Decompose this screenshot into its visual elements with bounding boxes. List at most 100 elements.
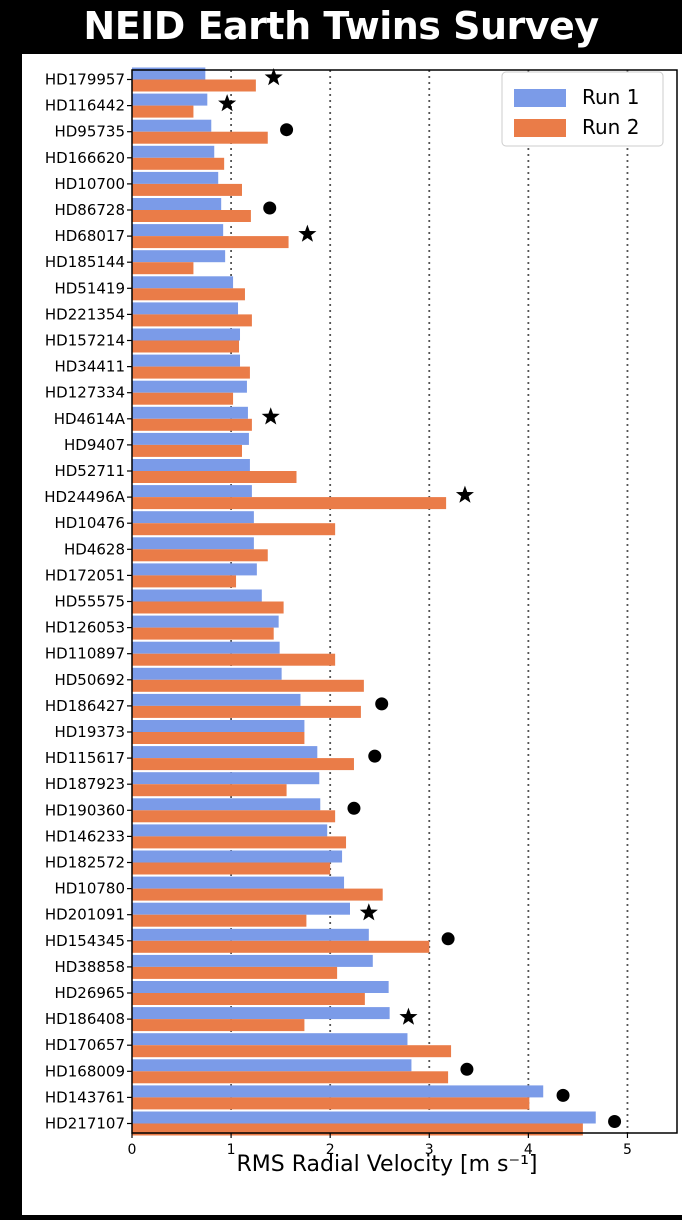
star-marker-HD4614A bbox=[261, 407, 280, 425]
star-marker-HD186408 bbox=[399, 1007, 418, 1025]
bar-run-2-HD127334 bbox=[132, 392, 234, 405]
y-tick-label-HD68017: HD68017 bbox=[54, 227, 125, 245]
bar-run-1-HD116442 bbox=[132, 93, 208, 106]
x-tick-label-5: 5 bbox=[623, 1142, 632, 1158]
circle-marker-HD154345 bbox=[441, 932, 455, 946]
y-tick-label-HD10476: HD10476 bbox=[54, 514, 125, 532]
y-tick-label-HD168009: HD168009 bbox=[45, 1062, 125, 1080]
y-tick-label-HD86728: HD86728 bbox=[54, 201, 125, 219]
y-tick-label-HD24496A: HD24496A bbox=[44, 488, 126, 506]
legend: Run 1 Run 2 bbox=[501, 71, 664, 147]
bar-run-1-HD26965 bbox=[132, 981, 389, 993]
bar-run-2-HD182572 bbox=[132, 862, 331, 875]
bar-run-1-HD217107 bbox=[132, 1111, 596, 1124]
y-tick-label-HD4628: HD4628 bbox=[64, 540, 125, 558]
bar-run-1-HD52711 bbox=[132, 459, 250, 471]
bar-run-2-HD146233 bbox=[132, 836, 347, 849]
bar-run-1-HD110897 bbox=[132, 641, 280, 654]
y-tick-label-HD4614A: HD4614A bbox=[54, 410, 126, 428]
y-tick-label-HD201091: HD201091 bbox=[45, 906, 125, 924]
bar-run-1-HD190360 bbox=[132, 798, 321, 811]
bar-run-1-HD186408 bbox=[132, 1007, 390, 1020]
bar-run-1-HD187923 bbox=[132, 772, 320, 785]
bar-run-1-HD38858 bbox=[132, 954, 373, 967]
circle-marker-HD95735 bbox=[280, 123, 294, 137]
slide-title: NEID Earth Twins Survey bbox=[83, 4, 599, 48]
bar-run-1-HD201091 bbox=[132, 902, 350, 915]
bar-run-2-HD51419 bbox=[132, 288, 245, 301]
y-tick-label-HD143761: HD143761 bbox=[45, 1088, 125, 1106]
star-marker-HD201091 bbox=[359, 903, 378, 921]
bar-run-1-HD154345 bbox=[132, 928, 369, 941]
x-tick-label-0: 0 bbox=[128, 1142, 137, 1158]
circle-marker-HD86728 bbox=[263, 201, 277, 215]
bar-run-2-HD186408 bbox=[132, 1019, 305, 1032]
bar-run-2-HD166620 bbox=[132, 157, 225, 170]
y-tick-label-HD55575: HD55575 bbox=[54, 593, 125, 611]
bar-run-2-HD201091 bbox=[132, 914, 307, 927]
bar-run-2-HD170657 bbox=[132, 1045, 452, 1058]
star-marker-HD179957 bbox=[264, 68, 283, 86]
bar-run-2-HD187923 bbox=[132, 784, 287, 797]
bar-run-2-HD110897 bbox=[132, 653, 336, 666]
y-tick-label-HD170657: HD170657 bbox=[45, 1036, 125, 1054]
bar-run-2-HD186427 bbox=[132, 705, 361, 718]
bar-run-1-HD34411 bbox=[132, 354, 241, 367]
y-tick-label-HD172051: HD172051 bbox=[45, 566, 125, 584]
markers bbox=[218, 68, 622, 1128]
y-tick-label-HD187923: HD187923 bbox=[45, 775, 125, 793]
y-tick-label-HD127334: HD127334 bbox=[45, 384, 125, 402]
bar-run-2-HD26965 bbox=[132, 993, 365, 1005]
bar-run-2-HD143761 bbox=[132, 1097, 530, 1110]
circle-marker-HD143761 bbox=[556, 1088, 570, 1102]
x-tick-label-3: 3 bbox=[425, 1142, 434, 1158]
legend-swatch-run-2 bbox=[514, 119, 566, 137]
bar-run-1-HD86728 bbox=[132, 198, 222, 210]
circle-marker-HD186427 bbox=[375, 697, 389, 711]
circle-marker-HD168009 bbox=[460, 1062, 474, 1076]
y-tick-label-HD34411: HD34411 bbox=[54, 358, 125, 376]
bar-run-1-HD68017 bbox=[132, 224, 224, 237]
bar-run-2-HD10780 bbox=[132, 888, 383, 901]
bar-run-2-HD52711 bbox=[132, 471, 297, 483]
x-tick-label-2: 2 bbox=[326, 1142, 335, 1158]
bar-run-2-HD185144 bbox=[132, 262, 194, 275]
bar-run-2-HD172051 bbox=[132, 575, 237, 588]
bar-run-2-HD154345 bbox=[132, 940, 430, 953]
bar-run-2-HD10476 bbox=[132, 523, 336, 536]
bar-run-1-HD127334 bbox=[132, 380, 247, 393]
bar-run-1-HD166620 bbox=[132, 145, 215, 158]
bar-run-2-HD4628 bbox=[132, 549, 268, 562]
y-tick-label-HD166620: HD166620 bbox=[45, 149, 125, 167]
legend-label-run-1: Run 1 bbox=[582, 85, 639, 109]
y-tick-label-HD26965: HD26965 bbox=[54, 984, 125, 1002]
rms-bar-chart: HD179957 HD116442 HD95735 HD166620 HD10700 HD… bbox=[44, 67, 678, 1177]
bar-run-2-HD9407 bbox=[132, 444, 242, 457]
y-tick-label-HD217107: HD217107 bbox=[45, 1115, 125, 1133]
bar-run-1-HD10700 bbox=[132, 171, 219, 184]
y-tick-label-HD50692: HD50692 bbox=[54, 671, 125, 689]
x-tick-label-1: 1 bbox=[227, 1142, 236, 1158]
y-tick-label-HD52711: HD52711 bbox=[54, 462, 125, 480]
y-tick-label-HD182572: HD182572 bbox=[45, 854, 125, 872]
x-axis-label: RMS Radial Velocity [m s⁻¹] bbox=[237, 1152, 538, 1177]
bar-run-1-HD19373 bbox=[132, 720, 305, 732]
bar-run-1-HD143761 bbox=[132, 1085, 544, 1098]
bar-run-2-HD10700 bbox=[132, 183, 242, 196]
bar-run-2-HD86728 bbox=[132, 210, 251, 222]
y-tick-label-HD95735: HD95735 bbox=[54, 123, 125, 141]
y-tick-label-HD126053: HD126053 bbox=[45, 619, 125, 637]
bar-run-1-HD185144 bbox=[132, 250, 226, 263]
y-tick-label-HD10700: HD10700 bbox=[54, 175, 125, 193]
y-tick-label-HD19373: HD19373 bbox=[54, 723, 125, 741]
y-tick-label-HD190360: HD190360 bbox=[45, 801, 125, 819]
bar-run-1-HD24496A bbox=[132, 485, 252, 498]
y-tick-label-HD9407: HD9407 bbox=[64, 436, 125, 454]
y-tick-label-HD221354: HD221354 bbox=[45, 305, 125, 323]
bar-run-1-HD168009 bbox=[132, 1059, 412, 1072]
bar-run-1-HD221354 bbox=[132, 302, 239, 315]
bar-run-2-HD221354 bbox=[132, 314, 252, 327]
bar-run-1-HD50692 bbox=[132, 667, 282, 680]
bar-run-2-HD190360 bbox=[132, 810, 336, 823]
y-tick-label-HD110897: HD110897 bbox=[45, 645, 125, 663]
